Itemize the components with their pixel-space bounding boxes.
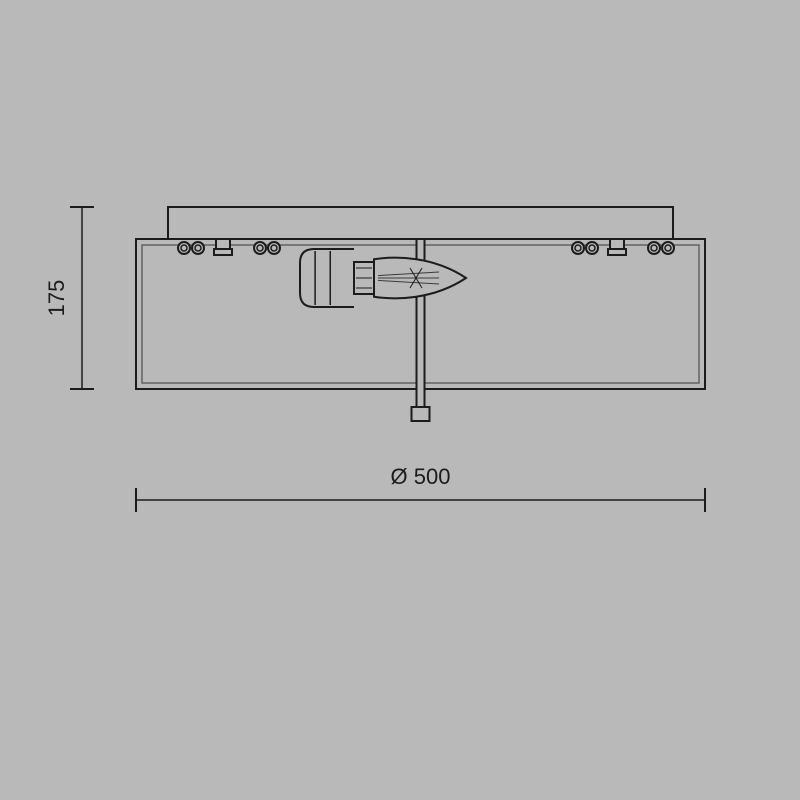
stud-outer — [178, 242, 190, 254]
dim-height-label: 175 — [44, 280, 69, 317]
connector-knob-base — [608, 249, 626, 255]
dim-width-label: Ø 500 — [391, 464, 451, 489]
stud-outer — [586, 242, 598, 254]
stud-outer — [572, 242, 584, 254]
stud-outer — [648, 242, 660, 254]
bulb-socket — [300, 249, 354, 307]
stud-outer — [268, 242, 280, 254]
stud-outer — [254, 242, 266, 254]
connector-knob — [610, 239, 624, 249]
connector-knob — [216, 239, 230, 249]
technical-drawing: 175 Ø 500 — [0, 0, 800, 800]
top-cap — [168, 207, 673, 239]
center-rod-cap — [412, 407, 430, 421]
light-fixture — [136, 207, 705, 421]
stud-outer — [192, 242, 204, 254]
stud-outer — [662, 242, 674, 254]
connector-knob-base — [214, 249, 232, 255]
background — [0, 0, 800, 800]
